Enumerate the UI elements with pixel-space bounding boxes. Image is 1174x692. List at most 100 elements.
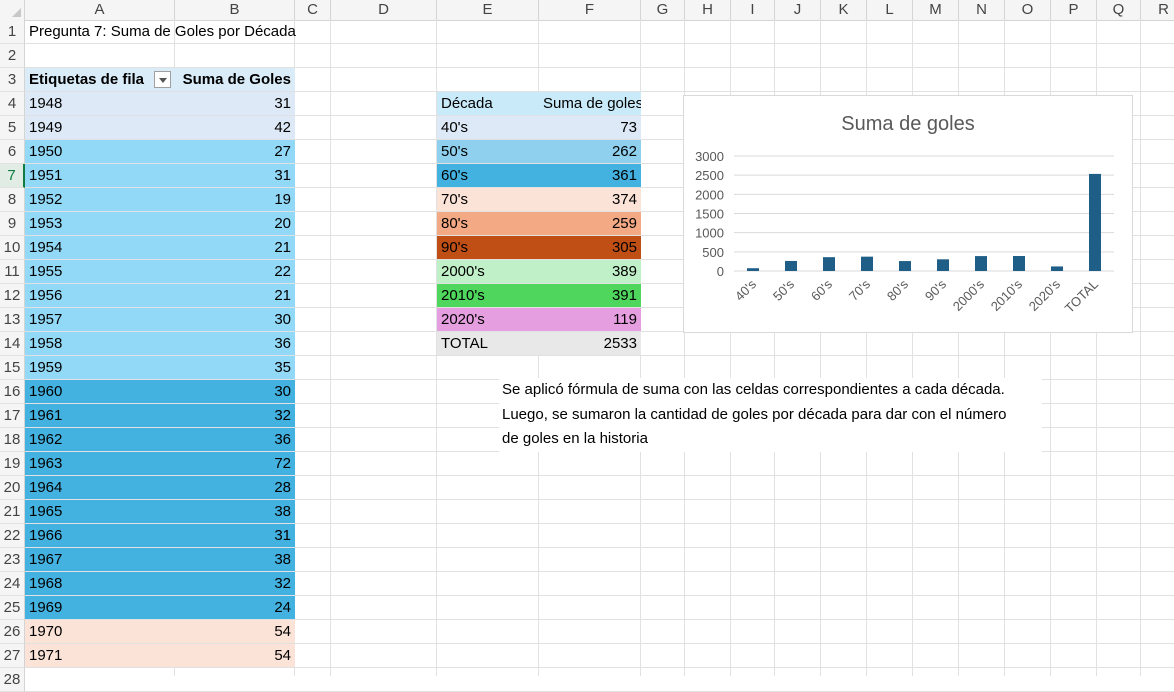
pivot-year-cell[interactable]: 1952 (25, 188, 175, 211)
summary-value-cell[interactable]: 361 (539, 164, 641, 187)
column-header-B[interactable]: B (175, 0, 295, 20)
pivot-year-cell[interactable]: 1955 (25, 260, 175, 283)
pivot-year-cell[interactable]: 1957 (25, 308, 175, 331)
column-header-A[interactable]: A (25, 0, 175, 20)
summary-decade-cell[interactable]: 80's (437, 212, 539, 235)
column-header-N[interactable]: N (959, 0, 1005, 20)
summary-decade-cell[interactable]: 2000's (437, 260, 539, 283)
row-header-12[interactable]: 12 (0, 284, 25, 308)
row-header-14[interactable]: 14 (0, 332, 25, 356)
pivot-goals-cell[interactable]: 54 (175, 644, 295, 667)
pivot-year-cell[interactable]: 1969 (25, 596, 175, 619)
pivot-goals-cell[interactable]: 72 (175, 452, 295, 475)
pivot-year-cell[interactable]: 1959 (25, 356, 175, 379)
pivot-year-cell[interactable]: 1966 (25, 524, 175, 547)
pivot-goals-cell[interactable]: 19 (175, 188, 295, 211)
row-header-8[interactable]: 8 (0, 188, 25, 212)
pivot-goals-cell[interactable]: 27 (175, 140, 295, 163)
column-header-D[interactable]: D (331, 0, 437, 20)
summary-decade-cell[interactable]: 2010's (437, 284, 539, 307)
pivot-goals-cell[interactable]: 38 (175, 548, 295, 571)
row-header-6[interactable]: 6 (0, 140, 25, 164)
summary-decade-cell[interactable]: TOTAL (437, 332, 539, 355)
pivot-year-cell[interactable]: 1954 (25, 236, 175, 259)
summary-value-cell[interactable]: 259 (539, 212, 641, 235)
row-header-17[interactable]: 17 (0, 404, 25, 428)
pivot-goals-cell[interactable]: 35 (175, 356, 295, 379)
pivot-year-cell[interactable]: 1962 (25, 428, 175, 451)
column-header-P[interactable]: P (1051, 0, 1097, 20)
pivot-year-cell[interactable]: 1970 (25, 620, 175, 643)
pivot-goals-cell[interactable]: 20 (175, 212, 295, 235)
row-header-21[interactable]: 21 (0, 500, 25, 524)
pivot-goals-cell[interactable]: 32 (175, 404, 295, 427)
row-header-20[interactable]: 20 (0, 476, 25, 500)
row-header-13[interactable]: 13 (0, 308, 25, 332)
pivot-goals-cell[interactable]: 38 (175, 500, 295, 523)
column-header-L[interactable]: L (867, 0, 913, 20)
pivot-year-cell[interactable]: 1963 (25, 452, 175, 475)
pivot-goals-cell[interactable]: 42 (175, 116, 295, 139)
pivot-goals-cell[interactable]: 31 (175, 524, 295, 547)
summary-value-cell[interactable]: 2533 (539, 332, 641, 355)
pivot-year-cell[interactable]: 1967 (25, 548, 175, 571)
column-header-I[interactable]: I (731, 0, 775, 20)
row-header-22[interactable]: 22 (0, 524, 25, 548)
column-header-H[interactable]: H (685, 0, 731, 20)
row-header-26[interactable]: 26 (0, 620, 25, 644)
pivot-year-cell[interactable]: 1953 (25, 212, 175, 235)
column-header-O[interactable]: O (1005, 0, 1051, 20)
pivot-year-cell[interactable]: 1951 (25, 164, 175, 187)
row-header-11[interactable]: 11 (0, 260, 25, 284)
summary-value-cell[interactable]: 262 (539, 140, 641, 163)
column-header-M[interactable]: M (913, 0, 959, 20)
summary-header-label[interactable]: Década (437, 92, 539, 115)
pivot-year-cell[interactable]: 1964 (25, 476, 175, 499)
summary-decade-cell[interactable]: 60's (437, 164, 539, 187)
pivot-goals-cell[interactable]: 36 (175, 332, 295, 355)
row-header-4[interactable]: 4 (0, 92, 25, 116)
pivot-goals-cell[interactable]: 22 (175, 260, 295, 283)
summary-decade-cell[interactable]: 70's (437, 188, 539, 211)
pivot-year-cell[interactable]: 1949 (25, 116, 175, 139)
row-header-3[interactable]: 3 (0, 68, 25, 92)
column-header-R[interactable]: R (1141, 0, 1174, 20)
pivot-year-cell[interactable]: 1960 (25, 380, 175, 403)
pivot-year-cell[interactable]: 1950 (25, 140, 175, 163)
summary-decade-cell[interactable]: 90's (437, 236, 539, 259)
row-header-23[interactable]: 23 (0, 548, 25, 572)
row-header-19[interactable]: 19 (0, 452, 25, 476)
pivot-goals-cell[interactable]: 30 (175, 308, 295, 331)
sheet-title[interactable]: Pregunta 7: Suma de Goles por Década (29, 23, 296, 40)
column-header-J[interactable]: J (775, 0, 821, 20)
pivot-goals-cell[interactable]: 31 (175, 164, 295, 187)
column-header-Q[interactable]: Q (1097, 0, 1141, 20)
column-header-K[interactable]: K (821, 0, 867, 20)
row-header-25[interactable]: 25 (0, 596, 25, 620)
column-header-G[interactable]: G (641, 0, 685, 20)
row-header-16[interactable]: 16 (0, 380, 25, 404)
summary-value-cell[interactable]: 374 (539, 188, 641, 211)
summary-decade-cell[interactable]: 40's (437, 116, 539, 139)
pivot-goals-cell[interactable]: 21 (175, 236, 295, 259)
pivot-year-cell[interactable]: 1961 (25, 404, 175, 427)
row-header-27[interactable]: 27 (0, 644, 25, 668)
pivot-goals-cell[interactable]: 30 (175, 380, 295, 403)
pivot-goals-cell[interactable]: 21 (175, 284, 295, 307)
row-header-7[interactable]: 7 (0, 164, 25, 188)
pivot-goals-cell[interactable]: 32 (175, 572, 295, 595)
pivot-goals-cell[interactable]: 54 (175, 620, 295, 643)
pivot-goals-cell[interactable]: 31 (175, 92, 295, 115)
summary-value-cell[interactable]: 119 (539, 308, 641, 331)
row-header-5[interactable]: 5 (0, 116, 25, 140)
summary-value-cell[interactable]: 389 (539, 260, 641, 283)
filter-dropdown-button[interactable] (154, 71, 171, 88)
row-header-10[interactable]: 10 (0, 236, 25, 260)
summary-decade-cell[interactable]: 50's (437, 140, 539, 163)
pivot-year-cell[interactable]: 1956 (25, 284, 175, 307)
pivot-header-value[interactable]: Suma de Goles (175, 68, 295, 91)
row-header-28[interactable]: 28 (0, 668, 25, 692)
summary-decade-cell[interactable]: 2020's (437, 308, 539, 331)
column-header-E[interactable]: E (437, 0, 539, 20)
pivot-goals-cell[interactable]: 24 (175, 596, 295, 619)
